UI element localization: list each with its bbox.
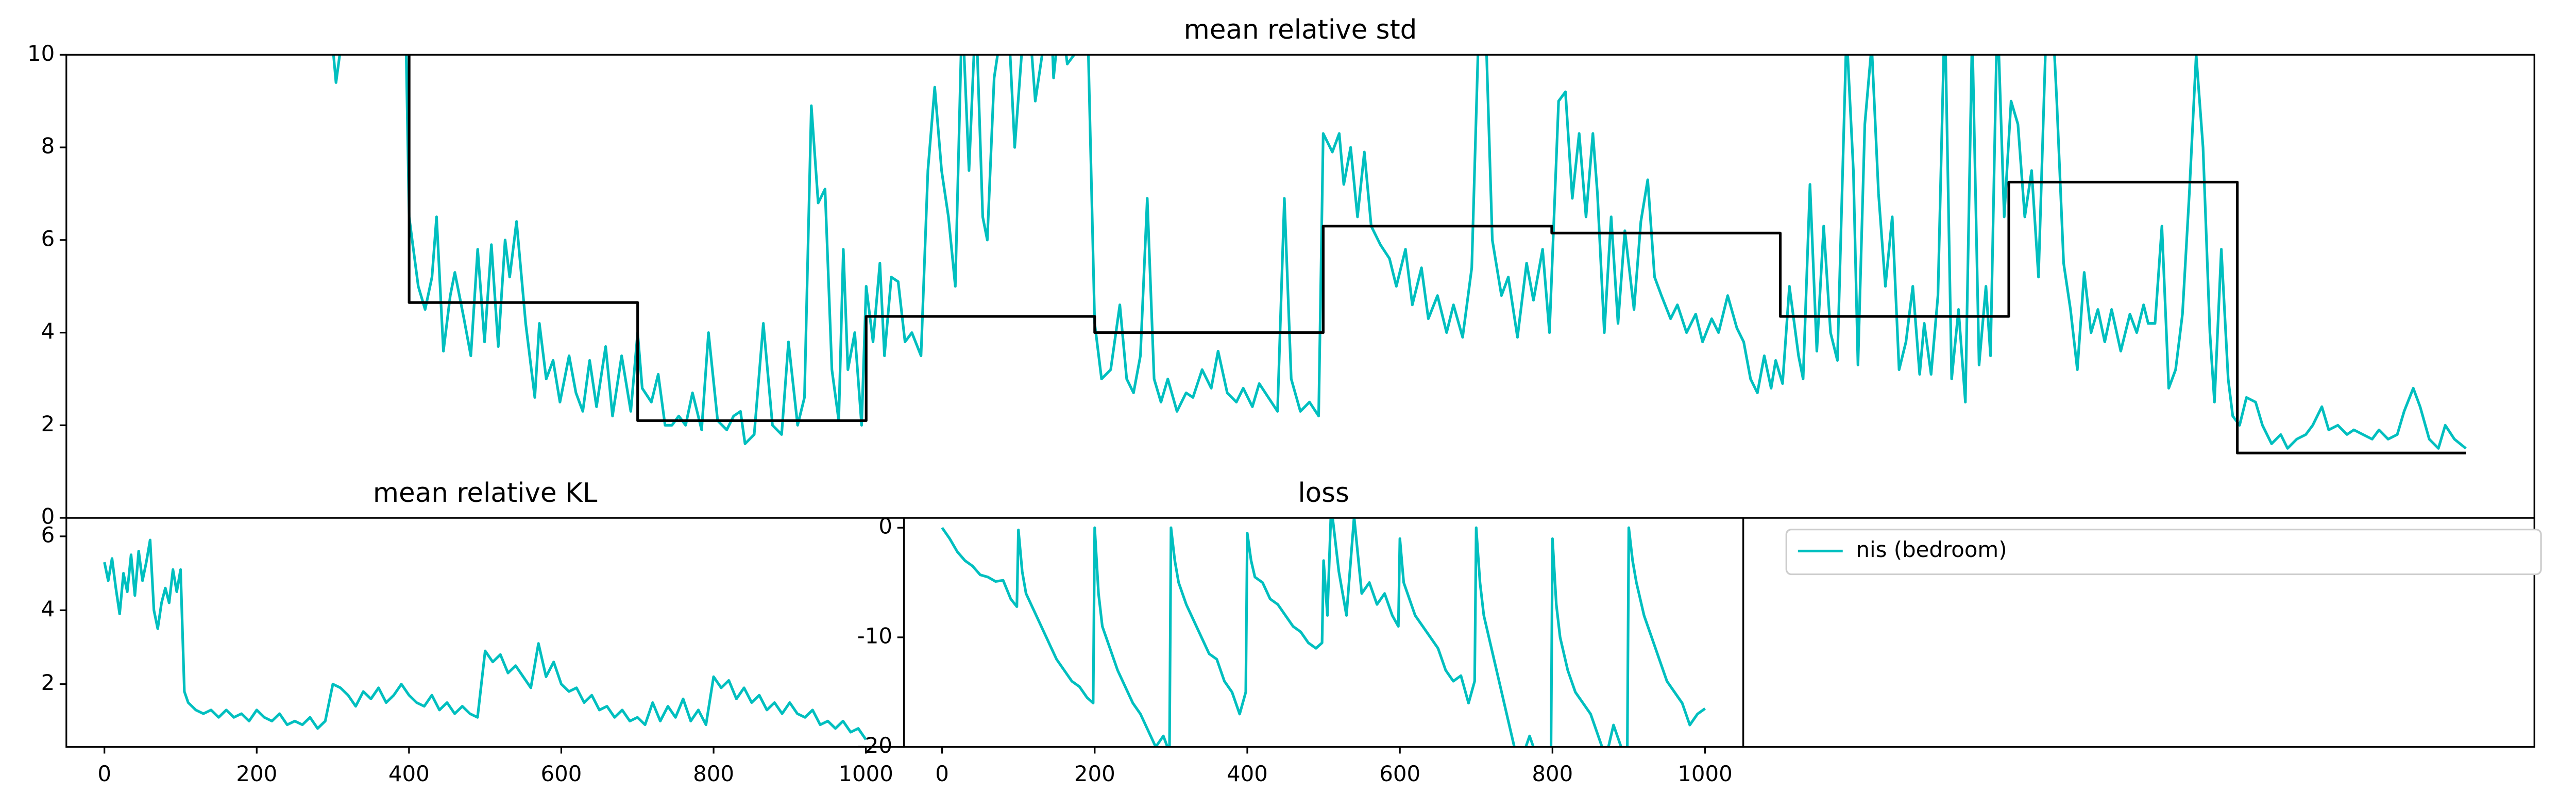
- series-line: [332, 55, 2467, 450]
- axes-title: loss: [1298, 478, 1349, 509]
- y-tick-label: 6: [41, 226, 55, 251]
- y-tick-label: 4: [41, 318, 55, 344]
- axes-frame: [65, 517, 905, 748]
- y-tick-label: 6: [41, 522, 55, 547]
- x-tick-label: 800: [693, 761, 734, 786]
- y-tick-label: 0: [878, 514, 892, 539]
- y-tick-label: 2: [41, 670, 55, 695]
- legend-label: nis (bedroom): [1856, 537, 2007, 562]
- x-tick-label: 0: [97, 761, 111, 786]
- x-tick-label: 200: [1074, 761, 1115, 786]
- legend-frame: [1785, 528, 2542, 576]
- y-tick-label: -10: [857, 623, 892, 648]
- series-line: [941, 518, 1706, 747]
- x-tick-label: 600: [1379, 761, 1420, 786]
- axes-frame: [903, 517, 1744, 748]
- series-line: [408, 55, 2466, 454]
- y-tick-label: -20: [857, 733, 892, 758]
- series-line: [103, 538, 867, 740]
- y-tick-label: 0: [41, 504, 55, 529]
- x-tick-label: 200: [236, 761, 277, 786]
- y-tick-label: 8: [41, 133, 55, 159]
- x-tick-label: 800: [1532, 761, 1573, 786]
- x-tick-label: 400: [1227, 761, 1268, 786]
- x-tick-label: 400: [388, 761, 430, 786]
- x-tick-label: 1000: [838, 761, 893, 786]
- axes-frame: [1742, 517, 2535, 748]
- x-tick-label: 0: [935, 761, 949, 786]
- y-tick-label: 2: [41, 411, 55, 436]
- x-tick-label: 600: [541, 761, 582, 786]
- y-tick-label: 10: [27, 41, 55, 66]
- axes-title: mean relative KL: [373, 478, 598, 509]
- axes-title: mean relative std: [1184, 14, 1417, 45]
- x-tick-label: 1000: [1677, 761, 1732, 786]
- y-tick-label: 4: [41, 596, 55, 621]
